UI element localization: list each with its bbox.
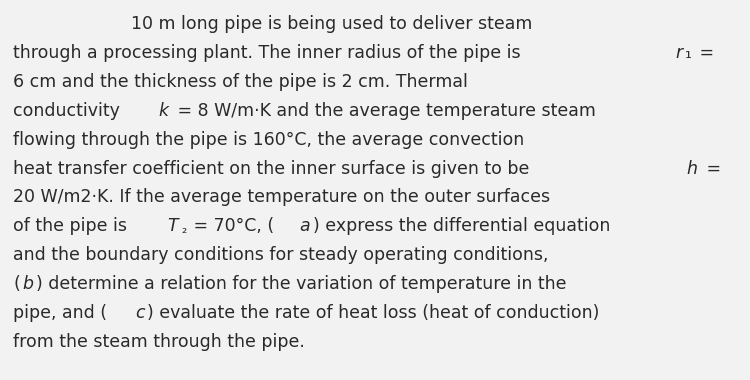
Text: T: T bbox=[168, 217, 178, 235]
Text: flowing through the pipe is 160°C, the average convection: flowing through the pipe is 160°C, the a… bbox=[13, 131, 525, 149]
Text: ₂: ₂ bbox=[182, 223, 187, 236]
Text: =: = bbox=[701, 160, 721, 177]
Text: through a processing plant. The inner radius of the pipe is: through a processing plant. The inner ra… bbox=[13, 44, 526, 62]
Text: (: ( bbox=[13, 275, 20, 293]
Text: ₁: ₁ bbox=[685, 44, 692, 62]
Text: conductivity: conductivity bbox=[13, 102, 126, 120]
Text: of the pipe is: of the pipe is bbox=[13, 217, 133, 235]
Text: a: a bbox=[299, 217, 310, 235]
Text: ) express the differential equation: ) express the differential equation bbox=[313, 217, 610, 235]
Text: r: r bbox=[676, 44, 682, 62]
Text: ) evaluate the rate of heat loss (heat of conduction): ) evaluate the rate of heat loss (heat o… bbox=[147, 304, 599, 322]
Text: k: k bbox=[158, 102, 169, 120]
Text: =: = bbox=[694, 44, 714, 62]
Text: h: h bbox=[687, 160, 698, 177]
Text: = 8 W/m·K and the average temperature steam: = 8 W/m·K and the average temperature st… bbox=[172, 102, 596, 120]
Text: c: c bbox=[135, 304, 144, 322]
Text: and the boundary conditions for steady operating conditions,: and the boundary conditions for steady o… bbox=[13, 246, 549, 264]
Text: ) determine a relation for the variation of temperature in the: ) determine a relation for the variation… bbox=[37, 275, 567, 293]
Text: 20 W/m2·K. If the average temperature on the outer surfaces: 20 W/m2·K. If the average temperature on… bbox=[13, 188, 550, 206]
Text: pipe, and (: pipe, and ( bbox=[13, 304, 107, 322]
Text: 6 cm and the thickness of the pipe is 2 cm. Thermal: 6 cm and the thickness of the pipe is 2 … bbox=[13, 73, 468, 91]
Text: b: b bbox=[22, 275, 33, 293]
Text: heat transfer coefficient on the inner surface is given to be: heat transfer coefficient on the inner s… bbox=[13, 160, 536, 177]
Text: from the steam through the pipe.: from the steam through the pipe. bbox=[13, 333, 305, 351]
Text: 10 m long pipe is being used to deliver steam: 10 m long pipe is being used to deliver … bbox=[131, 15, 532, 33]
Text: = 70°C, (: = 70°C, ( bbox=[188, 217, 274, 235]
